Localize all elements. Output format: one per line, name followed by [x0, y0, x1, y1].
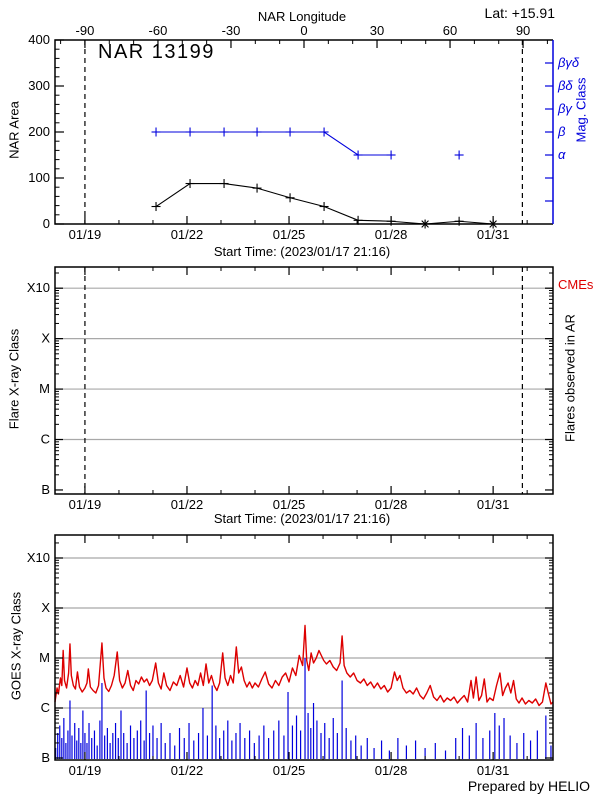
x-tick-label: 01/22	[171, 763, 204, 778]
x-tick-label: 01/31	[477, 227, 510, 242]
mag-class-tick-label: βδ	[557, 78, 573, 93]
longitude-tick-label: 30	[370, 23, 384, 38]
mag-class-tick-label: β	[557, 124, 566, 139]
x-tick-label: 01/19	[69, 227, 102, 242]
panel-frame	[54, 266, 554, 495]
x-tick-label: 01/25	[273, 227, 306, 242]
x-tick-label: 01/25	[273, 497, 306, 512]
longitude-tick-label: -30	[222, 23, 241, 38]
area-y-axis-title: NAR Area	[6, 101, 22, 159]
y-tick-label: M	[39, 381, 50, 396]
y-tick-label: 100	[28, 170, 50, 185]
y-tick-label: C	[41, 432, 50, 447]
y-tick-label: 300	[28, 78, 50, 93]
y-tick-label: X10	[27, 280, 50, 295]
y-tick-label: M	[39, 650, 50, 665]
y-tick-label: 200	[28, 124, 50, 139]
longitude-tick-label: -60	[149, 23, 168, 38]
nar-area-panel-series-1	[156, 131, 392, 156]
x-tick-label: 01/28	[375, 497, 408, 512]
top-axis-title: NAR Longitude	[257, 9, 347, 24]
x-tick-label: 01/22	[171, 497, 204, 512]
mag-class-tick-label: α	[558, 147, 566, 162]
y-tick-label: 400	[28, 32, 50, 47]
longitude-tick-label: -90	[76, 23, 95, 38]
plot-title: NAR 13199	[98, 41, 215, 63]
panel-frame	[54, 534, 554, 761]
panel1-start-time-label: Start Time: (2023/01/17 21:16)	[213, 244, 391, 259]
latitude-label: Lat: +15.91	[484, 5, 555, 21]
x-tick-label: 01/28	[375, 227, 408, 242]
credit-label: Prepared by HELIO	[467, 778, 590, 794]
panel2-start-time-label: Start Time: (2023/01/17 21:16)	[213, 511, 391, 526]
y-tick-label: B	[41, 750, 50, 765]
goes-panel-series-0	[54, 624, 554, 707]
x-tick-label: 01/31	[477, 763, 510, 778]
x-tick-label: 01/31	[477, 497, 510, 512]
goes-y-axis-title: GOES X-ray Class	[8, 591, 24, 701]
cmes-label: CMEs	[558, 277, 594, 292]
y-tick-label: 0	[43, 216, 50, 231]
y-tick-label: C	[41, 700, 50, 715]
mag-class-tick-label: βγδ	[557, 55, 580, 70]
y-tick-label: X10	[27, 550, 50, 565]
goes-panel: B C M X X10 01/19 01/22 01/25 01/28 01/31	[27, 534, 554, 778]
y-tick-label: B	[41, 482, 50, 497]
x-tick-label: 01/19	[69, 497, 102, 512]
x-tick-label: 01/25	[273, 763, 306, 778]
y-tick-label: X	[41, 600, 50, 615]
mag-class-tick-label: βγ	[557, 101, 573, 116]
y-tick-label: X	[41, 331, 50, 346]
nar-area-panel: 0 100 200 300 400 -90 -60 -30 0 30 60 90 01/19 01/22 0…	[28, 23, 580, 242]
x-tick-label: 01/19	[69, 763, 102, 778]
x-tick-label: 01/28	[375, 763, 408, 778]
flares-observed-label: Flares observed in AR	[562, 314, 578, 442]
longitude-tick-label: 0	[300, 23, 307, 38]
longitude-tick-label: 90	[516, 23, 530, 38]
mag-class-axis-title: Mag. Class	[573, 77, 589, 143]
flares-panel: B C M X X10 01/19 01/22 01/25 01/28 01/31	[27, 266, 554, 512]
x-tick-label: 01/22	[171, 227, 204, 242]
flare-y-axis-title: Flare X-ray Class	[6, 328, 22, 430]
longitude-tick-label: 60	[443, 23, 457, 38]
